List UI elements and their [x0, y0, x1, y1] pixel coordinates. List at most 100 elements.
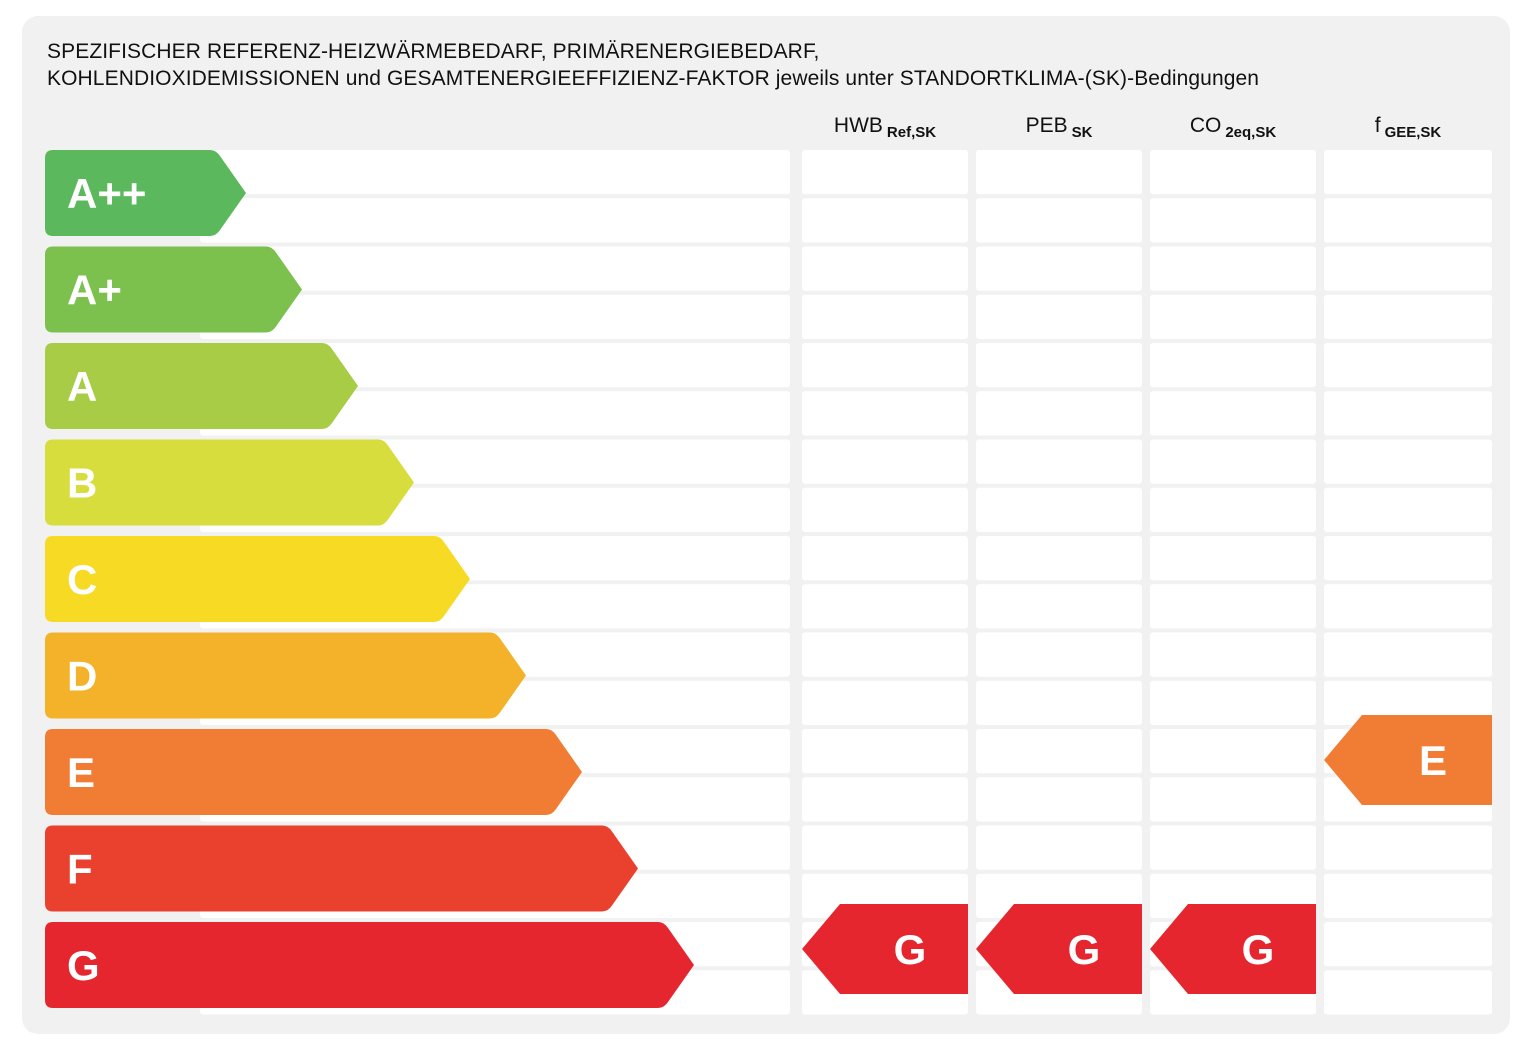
cell-stripe: [976, 294, 1142, 339]
title-line-2: KOHLENDIOXIDEMISSIONEN und GESAMTENERGIE…: [47, 67, 1260, 90]
cell-stripe: [802, 777, 968, 822]
class-label: A+: [67, 267, 122, 314]
column-header-fgee: f GEE,SK: [1324, 114, 1492, 141]
cell-stripe: [802, 729, 968, 774]
cell-stripe: [1150, 680, 1316, 725]
class-label: A++: [67, 170, 146, 217]
class-label: D: [67, 653, 97, 700]
cell-stripe: [1150, 487, 1316, 532]
cell-stripe: [1324, 391, 1492, 436]
rating-label: G: [894, 926, 927, 973]
row-stripe: [200, 246, 790, 291]
cell-stripe: [802, 584, 968, 629]
cell-stripe: [976, 343, 1142, 388]
cell-stripe: [976, 584, 1142, 629]
cell-stripe: [1324, 246, 1492, 291]
cell-stripe: [1324, 680, 1492, 725]
class-label: C: [67, 556, 97, 603]
class-arrow-b: [45, 439, 414, 526]
cell-stripe: [1150, 777, 1316, 822]
column-header-main: CO: [1189, 114, 1222, 137]
cell-stripe: [1150, 391, 1316, 436]
cell-stripe: [1324, 536, 1492, 581]
column-header-sub: SK: [1071, 124, 1093, 141]
rating-marker-2: [1150, 904, 1316, 994]
cell-stripe: [976, 391, 1142, 436]
class-arrow-aplus: [45, 246, 302, 333]
column-header-hwb: HWB Ref,SK: [802, 114, 968, 141]
cell-stripe: [976, 777, 1142, 822]
chart-title: SPEZIFISCHER REFERENZ-HEIZWÄRMEBEDARF, P…: [47, 38, 1507, 92]
cell-stripe: [802, 536, 968, 581]
class-label: A: [67, 363, 97, 410]
class-arrow-a: [45, 343, 358, 429]
rating-label: G: [1068, 926, 1101, 973]
cell-stripe: [1150, 536, 1316, 581]
column-header-co2: CO 2eq,SK: [1150, 114, 1316, 141]
cell-stripe: [802, 150, 968, 195]
column-header-sub: GEE,SK: [1384, 124, 1442, 141]
cell-stripe: [1150, 198, 1316, 243]
column-header-main: f: [1374, 114, 1381, 137]
class-label: E: [67, 749, 95, 796]
cell-stripe: [1150, 632, 1316, 677]
column-header-main: HWB: [833, 114, 883, 137]
cell-stripe: [976, 487, 1142, 532]
cell-stripe: [1324, 970, 1492, 1015]
cell-stripe: [802, 487, 968, 532]
class-label: B: [67, 460, 97, 507]
row-stripe: [200, 391, 790, 436]
cell-stripe: [802, 825, 968, 870]
cell-stripe: [976, 680, 1142, 725]
cell-stripe: [1150, 729, 1316, 774]
cell-stripe: [802, 391, 968, 436]
cell-stripe: [1324, 632, 1492, 677]
row-stripe: [200, 198, 790, 243]
cell-stripe: [976, 198, 1142, 243]
cell-stripe: [1150, 825, 1316, 870]
class-arrow-g: [45, 922, 694, 1008]
cell-stripe: [1324, 294, 1492, 339]
cell-stripe: [976, 150, 1142, 195]
cell-stripe: [802, 294, 968, 339]
row-stripe: [200, 294, 790, 339]
cell-stripe: [1150, 584, 1316, 629]
column-header-main: PEB: [1025, 114, 1068, 137]
cell-stripe: [976, 536, 1142, 581]
cell-stripe: [1324, 825, 1492, 870]
column-header-peb: PEB SK: [976, 114, 1142, 141]
cell-stripe: [802, 439, 968, 484]
rating-marker-0: [802, 904, 968, 994]
class-arrow-f: [45, 825, 638, 912]
rating-marker-3: [1324, 715, 1492, 805]
title-line-1: SPEZIFISCHER REFERENZ-HEIZWÄRMEBEDARF, P…: [47, 40, 820, 63]
class-label: G: [67, 942, 100, 989]
column-header-sub: 2eq,SK: [1225, 124, 1277, 141]
cell-stripe: [1324, 584, 1492, 629]
rating-label: G: [1242, 926, 1275, 973]
cell-stripe: [976, 729, 1142, 774]
cell-stripe: [802, 632, 968, 677]
class-arrow-e: [45, 729, 582, 815]
rating-marker-1: [976, 904, 1142, 994]
class-label: F: [67, 846, 93, 893]
cell-stripe: [1150, 246, 1316, 291]
cell-stripe: [1150, 343, 1316, 388]
cell-stripe: [976, 439, 1142, 484]
cell-stripe: [1324, 487, 1492, 532]
class-arrow-d: [45, 632, 526, 719]
class-arrow-aplusplus: [45, 150, 246, 236]
cell-stripe: [976, 632, 1142, 677]
cell-stripe: [976, 825, 1142, 870]
cell-stripe: [802, 680, 968, 725]
cell-stripe: [1150, 439, 1316, 484]
cell-stripe: [1324, 439, 1492, 484]
cell-stripe: [1324, 198, 1492, 243]
cell-stripe: [802, 246, 968, 291]
cell-stripe: [1324, 343, 1492, 388]
column-header-sub: Ref,SK: [886, 124, 937, 141]
row-stripe: [200, 150, 790, 195]
cell-stripe: [1324, 922, 1492, 967]
cell-stripe: [976, 246, 1142, 291]
cell-stripe: [1150, 294, 1316, 339]
